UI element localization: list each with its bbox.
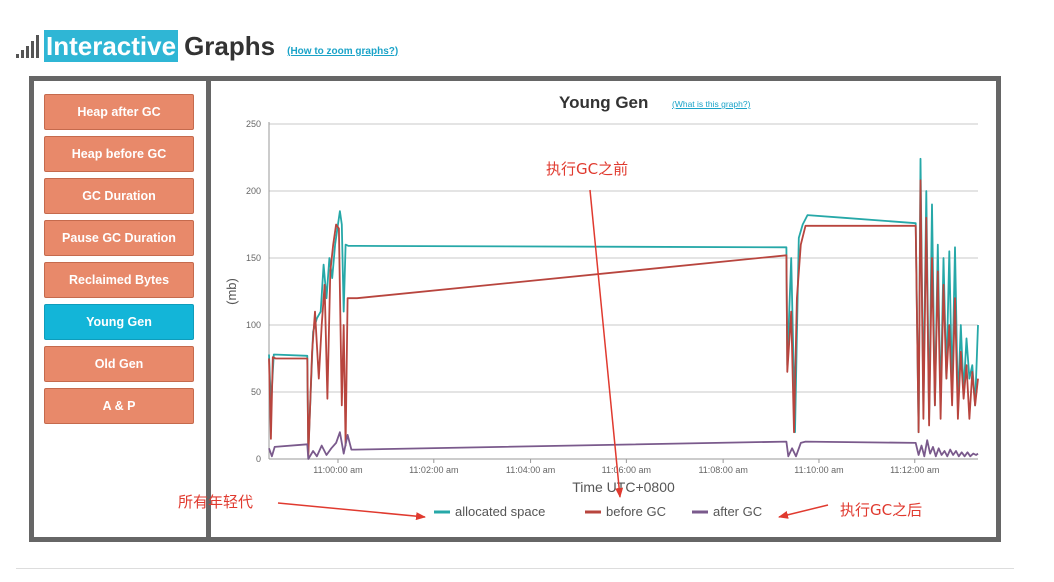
y-tick-label: 50 [251, 387, 261, 397]
menu-heap-after-gc[interactable]: Heap after GC [44, 94, 194, 130]
x-tick-label: 11:06:00 am [602, 465, 651, 475]
y-tick-label: 200 [246, 186, 261, 196]
page-title: Graphs [184, 30, 276, 61]
x-tick-label: 11:02:00 am [409, 465, 458, 475]
graph-panel: Heap after GC Heap before GC GC Duration… [29, 76, 1001, 542]
graph-sidebar: Heap after GC Heap before GC GC Duration… [34, 81, 211, 537]
x-tick-label: 11:12:00 am [890, 465, 939, 475]
y-tick-label: 250 [246, 119, 261, 129]
y-tick-label: 150 [246, 253, 261, 263]
menu-gc-duration[interactable]: GC Duration [44, 178, 194, 214]
x-tick-label: 11:08:00 am [698, 465, 747, 475]
y-axis-label: (mb) [224, 278, 239, 305]
chart-title: Young Gen [559, 93, 649, 112]
menu-pause-gc-duration[interactable]: Pause GC Duration [44, 220, 194, 256]
menu-reclaimed-bytes[interactable]: Reclaimed Bytes [44, 262, 194, 298]
y-tick-label: 100 [246, 320, 261, 330]
y-tick-label: 0 [256, 454, 261, 464]
menu-old-gen[interactable]: Old Gen [44, 346, 194, 382]
menu-heap-before-gc[interactable]: Heap before GC [44, 136, 194, 172]
series-line-1 [268, 179, 979, 458]
menu-young-gen[interactable]: Young Gen [44, 304, 194, 340]
page-header: Interactive Graphs (How to zoom graphs?) [16, 28, 398, 64]
x-tick-label: 11:00:00 am [313, 465, 362, 475]
signal-bars-icon [16, 34, 39, 58]
annotation-before-gc: 执行GC之前 [546, 160, 629, 178]
series-line-0 [268, 157, 979, 454]
young-gen-chart[interactable]: 0 50 100 150 200 250 11:00:00 am 11:02:00 am 11:… [216, 81, 1001, 537]
zoom-help-link[interactable]: (How to zoom graphs?) [287, 45, 399, 57]
legend-label-2: after GC [713, 504, 762, 519]
annotation-after-gc: 执行GC之后 [840, 501, 923, 519]
annotation-all-young: 所有年轻代 [178, 493, 254, 511]
x-axis-label: Time UTC+0800 [572, 479, 675, 495]
footer-divider [16, 568, 1014, 569]
x-tick-label: 11:10:00 am [794, 465, 843, 475]
x-tick-label: 11:04:00 am [506, 465, 555, 475]
series-line-2 [268, 431, 979, 460]
legend-label-0: allocated space [455, 504, 545, 519]
legend-label-1: before GC [606, 504, 666, 519]
chart-area: Young Gen (What is this graph?) 0 50 100 15… [216, 81, 1001, 537]
menu-a-and-p[interactable]: A & P [44, 388, 194, 424]
page-title-highlight: Interactive [44, 30, 179, 62]
what-is-this-graph-link[interactable]: (What is this graph?) [672, 99, 751, 109]
